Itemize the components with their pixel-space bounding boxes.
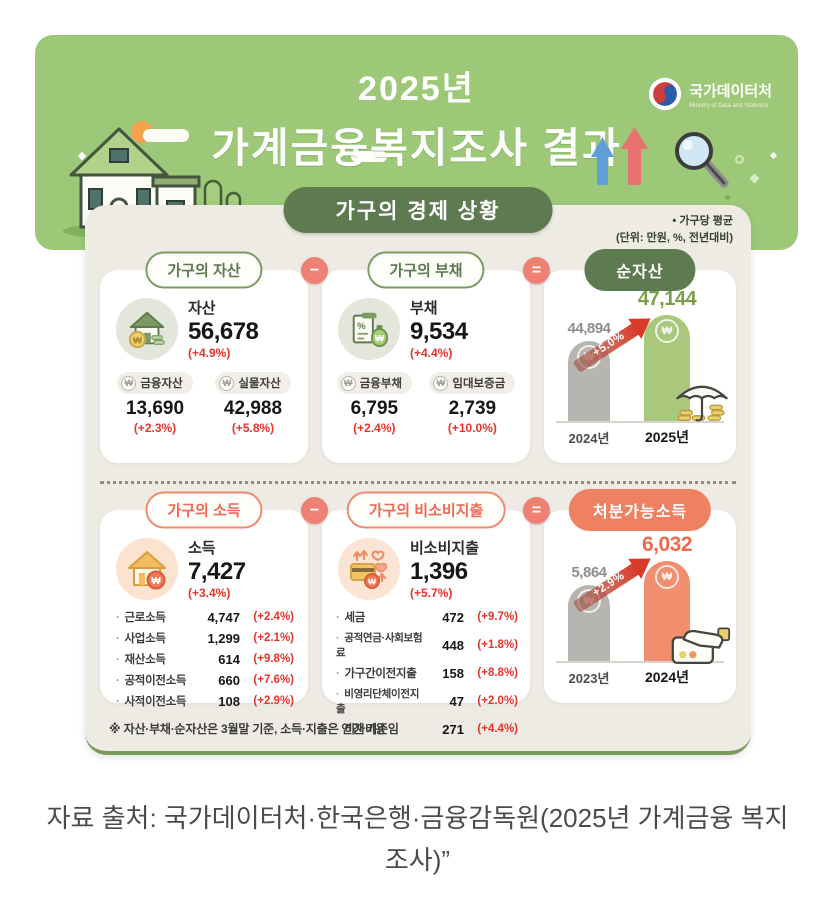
bar-value-2025: 47,144 xyxy=(637,288,697,310)
assets-hero: ₩ 자산 56,678 (+4.9%) xyxy=(100,270,308,360)
won-badge-icon: ₩ xyxy=(121,375,137,391)
won-emblem: ₩ xyxy=(655,319,679,343)
year-label: 2023년 xyxy=(568,671,610,686)
won-emblem: ₩ xyxy=(655,565,679,589)
hand-card-icon xyxy=(671,627,731,665)
chart-axis xyxy=(556,661,724,663)
won-badge-icon: ₩ xyxy=(340,375,356,391)
growth-arrows-icon xyxy=(591,127,648,185)
stat-change: (+5.7%) xyxy=(410,586,453,600)
dot-icon xyxy=(725,195,730,200)
stat-label: 소득 xyxy=(188,540,216,557)
unit-note: • 가구당 평균 (단위: 만원, %, 전년대비) xyxy=(616,213,733,246)
ministry-logo: 국가데이터처 Ministry of Data and Statistics xyxy=(648,77,772,111)
panel-disposable-income: 처분가능소득 ₩ ₩ 5,864 6,032 +2.9% 2023년 xyxy=(544,489,736,703)
sparkle-icon xyxy=(749,173,760,184)
magnifier-icon xyxy=(675,132,729,188)
income-house-icon: ₩ xyxy=(116,537,178,600)
svg-text:%: % xyxy=(357,321,366,332)
stat-label: 자산 xyxy=(188,300,216,317)
svg-text:₩: ₩ xyxy=(368,577,376,586)
panel-title-pill: 처분가능소득 xyxy=(568,489,712,531)
panel-debt: 가구의 부채 % ₩ 부채 9,534 xyxy=(322,251,530,463)
logo-name: 국가데이터처 xyxy=(689,82,772,100)
panel-income: 가구의 소득 ₩ 소득 7,427 (+3.4%) xyxy=(100,491,308,709)
year-label: 2025년 xyxy=(644,429,690,445)
unit-note-line1: • 가구당 평균 xyxy=(672,215,733,227)
sub-stat-financial-debt: ₩ 금융부채 6,795 (+2.4%) xyxy=(336,372,413,435)
year-label: 2024년 xyxy=(568,431,610,446)
panel-title-pill: 가구의 부채 xyxy=(367,251,485,289)
cloud-icon xyxy=(351,151,387,162)
panel-title-pill: 가구의 소득 xyxy=(145,491,263,529)
stat-value: 7,427 xyxy=(188,558,246,585)
panel-net-assets: 순자산 ₩ ₩ 44,894 47,144 +5.0% xyxy=(544,249,736,463)
footnote: ※ 자산·부채·순자산은 3월말 기준, 소득·지출은 연간 기준임 xyxy=(109,722,399,736)
banner-title-main: 가계금융복지조사 결과 xyxy=(211,125,622,171)
sub-stat-real-assets: ₩ 실물자산 42,988 (+5.8%) xyxy=(215,372,291,435)
unit-note-line2: (단위: 만원, %, 전년대비) xyxy=(615,231,733,244)
taegeuk-icon xyxy=(649,77,682,111)
bar-value-2024: 6,032 xyxy=(641,533,693,556)
dotted-divider xyxy=(100,481,736,484)
panel-assets: 가구의 자산 ₩ 자산 56,678 (+4.9 xyxy=(100,251,308,463)
umbrella-coins-icon xyxy=(676,385,728,422)
sub-stat-financial-assets: ₩ 금융자산 13,690 (+2.3%) xyxy=(117,372,193,435)
won-badge-icon: ₩ xyxy=(219,375,235,391)
chart-axis xyxy=(556,421,724,423)
won-badge-icon: ₩ xyxy=(433,375,449,391)
panel-title-pill: 순자산 xyxy=(584,249,696,291)
debt-scroll-icon: % ₩ xyxy=(338,297,400,360)
card-hearts-icon: ₩ xyxy=(338,537,400,600)
stat-label: 비소비지출 xyxy=(410,540,480,557)
panel-non-consumption: 가구의 비소비지출 ₩ 비소비지출 xyxy=(322,491,530,737)
assets-house-icon: ₩ xyxy=(116,297,178,360)
sub-stat-rental-deposit: ₩ 임대보증금 2,739 (+10.0%) xyxy=(429,372,516,435)
logo-subtitle: Ministry of Data and Statistics xyxy=(689,102,769,109)
stat-change: (+4.9%) xyxy=(188,346,231,360)
bar-value-2024: 44,894 xyxy=(567,320,611,337)
stat-label: 부채 xyxy=(410,300,438,317)
bar-2025: ₩ xyxy=(644,315,690,421)
main-card: 가구의 경제 상황 • 가구당 평균 (단위: 만원, %, 전년대비) − =… xyxy=(85,187,751,755)
svg-text:₩: ₩ xyxy=(151,576,161,587)
stat-change: (+3.4%) xyxy=(188,586,231,600)
operator-equals: = xyxy=(523,257,550,284)
year-label: 2024년 xyxy=(644,669,690,685)
operator-equals: = xyxy=(523,497,550,524)
stat-value: 56,678 xyxy=(188,318,259,345)
stat-change: (+4.4%) xyxy=(410,346,453,360)
operator-minus: − xyxy=(301,257,328,284)
operator-minus: − xyxy=(301,497,328,524)
svg-text:₩: ₩ xyxy=(133,335,142,346)
section-title-pill: 가구의 경제 상황 xyxy=(283,187,553,233)
banner-title-year: 2025년 xyxy=(358,70,475,108)
svg-text:₩: ₩ xyxy=(375,333,384,344)
bar-value-2023: 5,864 xyxy=(571,564,607,581)
debt-hero: % ₩ 부채 9,534 (+4.4%) xyxy=(322,270,530,360)
stat-value: 9,534 xyxy=(410,318,468,345)
source-text: 자료 출처: 국가데이터처·한국은행·금융감독원(2025년 가계금융 복지조사… xyxy=(46,803,789,875)
panel-title-pill: 가구의 비소비지출 xyxy=(346,491,506,529)
stat-value: 1,396 xyxy=(410,558,468,585)
banner-title: 2025년 가계금융복지조사 결과 xyxy=(35,61,798,174)
sparkle-ring-icon xyxy=(735,155,744,164)
cloud-icon xyxy=(143,129,189,142)
expenditure-hero: ₩ 비소비지출 1,396 (+5.7%) xyxy=(322,510,530,600)
income-hero: ₩ 소득 7,427 (+3.4%) xyxy=(100,510,308,600)
panel-title-pill: 가구의 자산 xyxy=(145,251,263,289)
